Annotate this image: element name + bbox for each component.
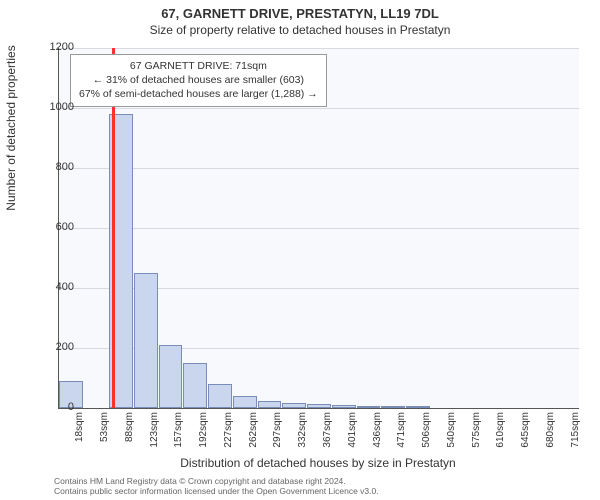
xtick-label: 88sqm (124, 412, 135, 462)
histogram-bar (381, 406, 405, 408)
xtick-label: 157sqm (173, 412, 184, 462)
histogram-bar (258, 401, 282, 409)
attribution-line-1: Contains HM Land Registry data © Crown c… (54, 476, 379, 486)
histogram-bar (159, 345, 183, 408)
y-axis-label: Number of detached properties (4, 28, 18, 228)
ytick-label: 800 (34, 161, 74, 173)
xtick-label: 471sqm (396, 412, 407, 462)
xtick-label: 645sqm (520, 412, 531, 462)
info-line-2: ← 31% of detached houses are smaller (60… (79, 73, 318, 87)
attribution-line-2: Contains public sector information licen… (54, 486, 379, 496)
ytick-label: 0 (34, 401, 74, 413)
xtick-label: 123sqm (149, 412, 160, 462)
xtick-label: 367sqm (322, 412, 333, 462)
xtick-label: 18sqm (74, 412, 85, 462)
histogram-bar (233, 396, 257, 408)
xtick-label: 680sqm (545, 412, 556, 462)
info-box: 67 GARNETT DRIVE: 71sqm ← 31% of detache… (70, 54, 327, 107)
ytick-label: 400 (34, 281, 74, 293)
histogram-bar (332, 405, 356, 408)
xtick-label: 297sqm (272, 412, 283, 462)
xtick-label: 332sqm (297, 412, 308, 462)
xtick-label: 715sqm (570, 412, 581, 462)
attribution: Contains HM Land Registry data © Crown c… (54, 476, 379, 496)
histogram-bar (307, 404, 331, 408)
histogram-bar (357, 406, 381, 408)
ytick-label: 1000 (34, 101, 74, 113)
histogram-bar (183, 363, 207, 408)
main-title: 67, GARNETT DRIVE, PRESTATYN, LL19 7DL (0, 0, 600, 21)
chart-container: 67, GARNETT DRIVE, PRESTATYN, LL19 7DL S… (0, 0, 600, 500)
ytick-label: 600 (34, 221, 74, 233)
histogram-bar (208, 384, 232, 408)
histogram-bar (282, 403, 306, 408)
xtick-label: 506sqm (421, 412, 432, 462)
xtick-label: 53sqm (99, 412, 110, 462)
sub-title: Size of property relative to detached ho… (0, 21, 600, 37)
xtick-label: 192sqm (198, 412, 209, 462)
xtick-label: 610sqm (495, 412, 506, 462)
info-line-1: 67 GARNETT DRIVE: 71sqm (79, 59, 318, 73)
xtick-label: 540sqm (446, 412, 457, 462)
histogram-bar (406, 406, 430, 408)
histogram-bar (134, 273, 158, 408)
xtick-label: 401sqm (347, 412, 358, 462)
xtick-label: 262sqm (248, 412, 259, 462)
info-line-3: 67% of semi-detached houses are larger (… (79, 87, 318, 101)
xtick-label: 575sqm (471, 412, 482, 462)
xtick-label: 436sqm (372, 412, 383, 462)
xtick-label: 227sqm (223, 412, 234, 462)
ytick-label: 1200 (34, 41, 74, 53)
ytick-label: 200 (34, 341, 74, 353)
